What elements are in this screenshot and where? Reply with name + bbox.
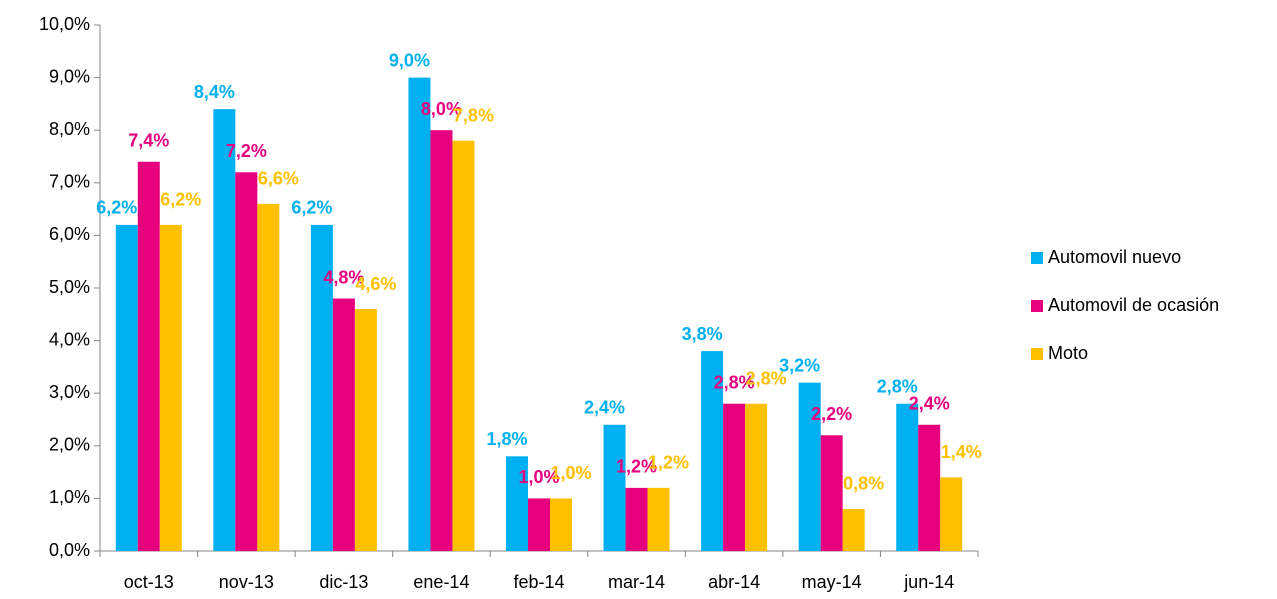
y-tick-label: 8,0%: [49, 119, 90, 139]
value-label: 1,2%: [648, 453, 689, 473]
bar: [115, 224, 138, 551]
x-tick-label: nov-13: [219, 572, 274, 592]
x-tick-label: abr-14: [708, 572, 760, 592]
y-tick-label: 9,0%: [49, 66, 90, 86]
value-label: 8,0%: [421, 99, 462, 119]
y-tick-label: 1,0%: [49, 487, 90, 507]
x-tick-label: feb-14: [513, 572, 564, 592]
value-label: 8,4%: [194, 82, 235, 102]
y-tick-label: 5,0%: [49, 277, 90, 297]
value-label: 4,6%: [355, 274, 396, 294]
legend-label: Automovil de ocasión: [1048, 295, 1219, 315]
value-label: 1,4%: [941, 442, 982, 462]
value-label: 7,4%: [128, 131, 169, 151]
value-label: 4,8%: [323, 267, 364, 287]
bar: [723, 403, 746, 551]
bar: [354, 309, 377, 551]
value-label: 2,8%: [746, 368, 787, 388]
value-label: 6,6%: [258, 169, 299, 189]
bar: [430, 130, 453, 551]
value-label: 2,4%: [909, 394, 950, 414]
y-tick-label: 6,0%: [49, 224, 90, 244]
bar: [701, 351, 724, 551]
bar: [506, 456, 528, 551]
bar: [408, 77, 431, 551]
value-label: 1,2%: [616, 457, 657, 477]
value-label: 6,2%: [291, 198, 332, 218]
bar: [940, 477, 963, 551]
bar: [896, 403, 919, 551]
x-tick-label: may-14: [802, 572, 862, 592]
bar: [137, 161, 160, 551]
bar: [625, 487, 648, 551]
value-label: 7,8%: [453, 105, 494, 125]
value-label: 1,0%: [550, 463, 591, 483]
value-label: 1,0%: [518, 467, 559, 487]
value-label: 2,8%: [877, 376, 918, 396]
bar: [310, 224, 333, 551]
y-tick-label: 7,0%: [49, 172, 90, 192]
x-tick-label: ene-14: [413, 572, 469, 592]
bar: [257, 203, 280, 551]
legend-swatch: [1031, 300, 1043, 312]
x-tick-label: jun-14: [903, 572, 954, 592]
bar: [745, 403, 768, 551]
value-label: 1,8%: [486, 429, 527, 449]
value-label: 2,2%: [811, 404, 852, 424]
value-label: 3,8%: [682, 324, 723, 344]
value-label: 6,2%: [160, 190, 201, 210]
y-tick-label: 4,0%: [49, 329, 90, 349]
bar: [918, 424, 941, 551]
legend-label: Automovil nuevo: [1048, 247, 1181, 267]
bar: [452, 140, 475, 551]
value-label: 3,2%: [779, 355, 820, 375]
value-label: 2,8%: [714, 372, 755, 392]
y-tick-label: 2,0%: [49, 435, 90, 455]
value-label: 0,8%: [843, 474, 884, 494]
legend-label: Moto: [1048, 343, 1088, 363]
legend-swatch: [1031, 252, 1043, 264]
bar: [798, 382, 821, 551]
bar: [213, 109, 236, 551]
bar: [235, 172, 258, 551]
value-label: 2,4%: [584, 398, 625, 418]
bar: [550, 498, 572, 551]
value-label: 9,0%: [389, 50, 430, 70]
bar: [647, 487, 670, 551]
bar: [842, 508, 865, 551]
x-tick-label: dic-13: [319, 572, 368, 592]
y-tick-label: 0,0%: [49, 540, 90, 560]
bar: [603, 424, 626, 551]
x-tick-label: mar-14: [608, 572, 665, 592]
bar: [820, 435, 843, 551]
y-tick-label: 3,0%: [49, 382, 90, 402]
value-label: 6,2%: [96, 198, 137, 218]
bar: [159, 224, 182, 551]
bar: [528, 498, 550, 551]
x-tick-label: oct-13: [124, 572, 174, 592]
legend-swatch: [1031, 348, 1043, 360]
y-tick-label: 10,0%: [39, 14, 90, 34]
bar: [332, 298, 355, 551]
value-label: 7,2%: [226, 141, 267, 161]
